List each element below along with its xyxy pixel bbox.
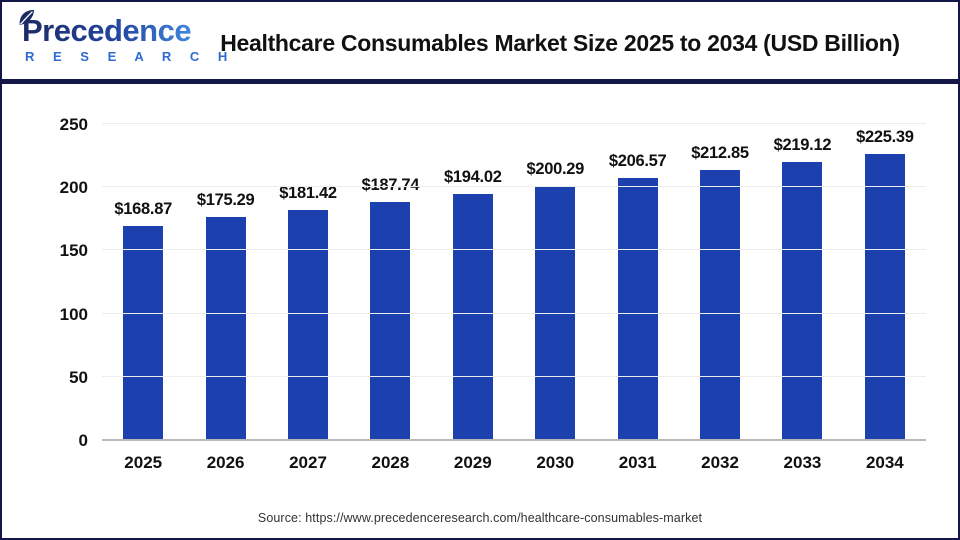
chart-area: $168.87 $175.29 $181.42 $187.74 $194.02 $200.… bbox=[2, 84, 958, 535]
bar-group-2030: $200.29 bbox=[514, 125, 596, 439]
x-axis-label: 2030 bbox=[536, 453, 575, 472]
bar bbox=[700, 170, 741, 439]
bar-value-label: $168.87 bbox=[114, 199, 172, 218]
x-axis-label: 2031 bbox=[618, 453, 657, 472]
bar bbox=[288, 209, 329, 439]
bars-container: $168.87 $175.29 $181.42 $187.74 $194.02 $200.… bbox=[102, 125, 926, 439]
bar-value-label: $219.12 bbox=[773, 136, 832, 154]
bar bbox=[617, 177, 658, 439]
x-axis-label: 2026 bbox=[206, 453, 245, 472]
chart-title: Healthcare Consumables Market Size 2025 … bbox=[220, 29, 900, 56]
bar-value-label: $175.29 bbox=[196, 191, 255, 210]
bar-value-label: $181.42 bbox=[279, 183, 337, 202]
bar-group-2026: $175.29 bbox=[184, 125, 266, 439]
bar-group-2025: $168.87 bbox=[102, 125, 184, 439]
logo-text-precedence: Precedence bbox=[22, 13, 192, 48]
bar-group-2027: $181.42 bbox=[267, 125, 349, 439]
logo-text-research: R E S E A R C H bbox=[25, 49, 235, 64]
x-axis-label: 2027 bbox=[289, 453, 327, 472]
bar-group-2034: $225.39 bbox=[844, 125, 926, 439]
bar bbox=[535, 185, 576, 439]
source-line: Source: https://www.precedenceresearch.c… bbox=[257, 511, 703, 525]
x-axis-label: 2032 bbox=[701, 453, 739, 472]
gridline bbox=[102, 312, 926, 314]
logo-wordmark: Precedence bbox=[19, 9, 192, 48]
y-axis-tick-label: 100 bbox=[59, 304, 88, 324]
precedence-research-logo: Precedence R E S E A R C H bbox=[19, 9, 235, 64]
x-axis-label: 2025 bbox=[124, 453, 163, 472]
bar-value-label: $206.57 bbox=[608, 151, 667, 170]
header: Precedence R E S E A R C H Healthcare Co… bbox=[2, 2, 958, 84]
bar bbox=[370, 201, 411, 439]
x-axis-label: 2034 bbox=[865, 453, 904, 472]
gridline bbox=[102, 186, 926, 188]
bar bbox=[864, 154, 905, 439]
bar-value-label: $212.85 bbox=[691, 144, 749, 162]
plot-area: $168.87 $175.29 $181.42 $187.74 $194.02 $200.… bbox=[102, 123, 926, 441]
bar-group-2029: $194.02 bbox=[432, 125, 514, 439]
x-axis-label: 2028 bbox=[371, 453, 410, 472]
y-axis-tick-label: 0 bbox=[78, 431, 88, 450]
y-axis-tick-label: 250 bbox=[59, 115, 88, 134]
bar bbox=[123, 225, 164, 439]
gridline bbox=[102, 249, 926, 251]
y-axis-tick-label: 150 bbox=[59, 241, 88, 261]
x-axis-labels: 2025 2026 2027 2028 2029 2030 2031 2032 2033 2034 bbox=[102, 453, 926, 473]
bar-value-label: $200.29 bbox=[526, 159, 584, 178]
bar-group-2028: $187.74 bbox=[349, 125, 431, 439]
bar bbox=[452, 193, 493, 439]
bar bbox=[782, 162, 823, 439]
bar-value-label: $194.02 bbox=[444, 167, 502, 186]
x-axis-label: 2033 bbox=[783, 453, 822, 472]
leaf-icon bbox=[19, 9, 35, 26]
gridline bbox=[102, 123, 926, 124]
y-axis-tick-label: 200 bbox=[59, 178, 88, 198]
gridline bbox=[102, 375, 926, 377]
bar-value-label: $187.74 bbox=[361, 175, 420, 194]
y-axis-tick-label: 50 bbox=[69, 367, 88, 387]
bar bbox=[205, 217, 246, 439]
bar-value-label: $225.39 bbox=[856, 128, 914, 147]
x-axis-label: 2029 bbox=[453, 453, 492, 472]
bar-group-2032: $212.85 bbox=[679, 125, 761, 439]
bar-group-2033: $219.12 bbox=[761, 125, 843, 439]
bar-group-2031: $206.57 bbox=[596, 125, 678, 439]
